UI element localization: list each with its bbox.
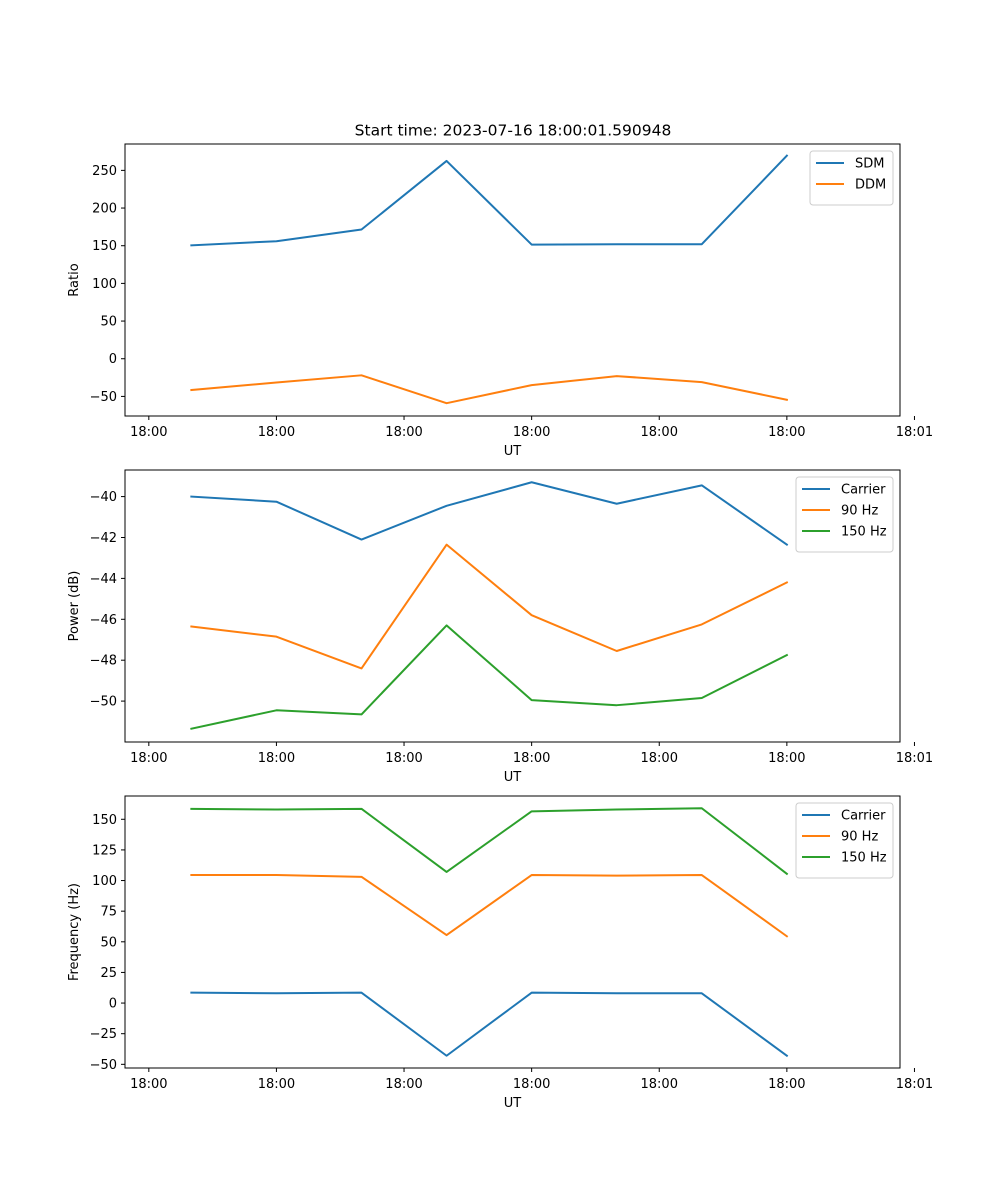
x-tick-label: 18:00 — [130, 425, 167, 440]
x-tick-label: 18:00 — [641, 425, 678, 440]
axes-frame — [124, 143, 901, 417]
legend-label-carrier: Carrier — [841, 483, 886, 498]
series-line-150-hz — [190, 807, 789, 876]
series-line-carrier — [190, 991, 789, 1058]
figure-title: Start time: 2023-07-16 18:00:01.590948 — [355, 122, 672, 140]
legend-label-ddm: DDM — [855, 178, 886, 193]
y-tick-label: −42 — [90, 531, 117, 546]
y-tick-label: 75 — [100, 905, 117, 920]
x-tick-label: 18:00 — [385, 425, 422, 440]
y-tick-label: 0 — [109, 352, 117, 367]
y-tick-label: 150 — [92, 239, 117, 254]
y-tick-label: 50 — [100, 315, 117, 330]
axes-frame — [124, 795, 901, 1069]
y-tick-label: 100 — [92, 874, 117, 889]
axes-1: 18:00 18:00 18:00 18:00 18:00 18:00 18:01 −50 0 5… — [67, 143, 933, 459]
x-tick-label: 18:01 — [896, 425, 933, 440]
x-axis-label: UT — [504, 1096, 522, 1111]
legend-label-150-hz: 150 Hz — [841, 851, 887, 866]
x-tick-label: 18:00 — [385, 751, 422, 766]
y-axis-label: Power (dB) — [67, 571, 82, 642]
x-tick-label: 18:00 — [768, 425, 805, 440]
y-tick-label: −44 — [90, 572, 117, 587]
y-tick-label: −48 — [90, 654, 117, 669]
y-axis-label: Ratio — [67, 263, 82, 296]
legend: Carrier 90 Hz 150 Hz — [795, 476, 894, 553]
y-tick-label: −25 — [90, 1027, 117, 1042]
series-line-ddm — [190, 374, 789, 405]
legend-label-sdm: SDM — [855, 157, 884, 172]
x-tick-label: 18:00 — [258, 751, 295, 766]
legend-label-150-hz: 150 Hz — [841, 525, 887, 540]
x-tick-label: 18:01 — [896, 1077, 933, 1092]
x-tick-label: 18:00 — [768, 751, 805, 766]
x-tick-label: 18:00 — [385, 1077, 422, 1092]
legend-frame — [795, 476, 894, 553]
y-axis-label: Frequency (Hz) — [67, 883, 82, 981]
series-line-90-hz — [190, 543, 789, 670]
y-tick-label: 125 — [92, 843, 117, 858]
legend-label-carrier: Carrier — [841, 809, 886, 824]
x-tick-label: 18:00 — [258, 1077, 295, 1092]
y-tick-label: 100 — [92, 277, 117, 292]
axes-3: 18:00 18:00 18:00 18:00 18:00 18:00 18:01 −50 −2… — [67, 795, 933, 1111]
x-tick-label: 18:00 — [641, 751, 678, 766]
x-tick-label: 18:00 — [768, 1077, 805, 1092]
series-line-sdm — [190, 154, 789, 247]
x-tick-label: 18:00 — [130, 1077, 167, 1092]
y-tick-label: −40 — [90, 490, 117, 505]
y-tick-label: 50 — [100, 935, 117, 950]
x-tick-label: 18:00 — [130, 751, 167, 766]
y-tick-label: 150 — [92, 813, 117, 828]
y-tick-label: −46 — [90, 613, 117, 628]
x-tick-label: 18:00 — [258, 425, 295, 440]
y-tick-label: −50 — [90, 695, 117, 710]
y-tick-label: 25 — [100, 966, 117, 981]
y-tick-label: −50 — [90, 390, 117, 405]
y-tick-label: 250 — [92, 164, 117, 179]
x-tick-label: 18:01 — [896, 751, 933, 766]
x-tick-label: 18:00 — [513, 1077, 550, 1092]
y-tick-label: 200 — [92, 202, 117, 217]
x-axis-label: UT — [504, 444, 522, 459]
legend: SDM DDM — [809, 150, 894, 206]
y-tick-label: −50 — [90, 1058, 117, 1073]
legend: Carrier 90 Hz 150 Hz — [795, 802, 894, 879]
legend-label-90-hz: 90 Hz — [841, 504, 878, 519]
x-tick-label: 18:00 — [513, 425, 550, 440]
axes-frame — [124, 469, 901, 743]
series-line-150-hz — [190, 624, 789, 730]
x-tick-label: 18:00 — [641, 1077, 678, 1092]
series-line-carrier — [190, 481, 789, 547]
legend-label-90-hz: 90 Hz — [841, 830, 878, 845]
legend-frame — [809, 150, 894, 206]
y-tick-label: 0 — [109, 997, 117, 1012]
axes-2: 18:00 18:00 18:00 18:00 18:00 18:00 18:01 −50 −4… — [67, 469, 933, 785]
x-tick-label: 18:00 — [513, 751, 550, 766]
series-line-90-hz — [190, 874, 789, 938]
legend-frame — [795, 802, 894, 879]
x-axis-label: UT — [504, 770, 522, 785]
